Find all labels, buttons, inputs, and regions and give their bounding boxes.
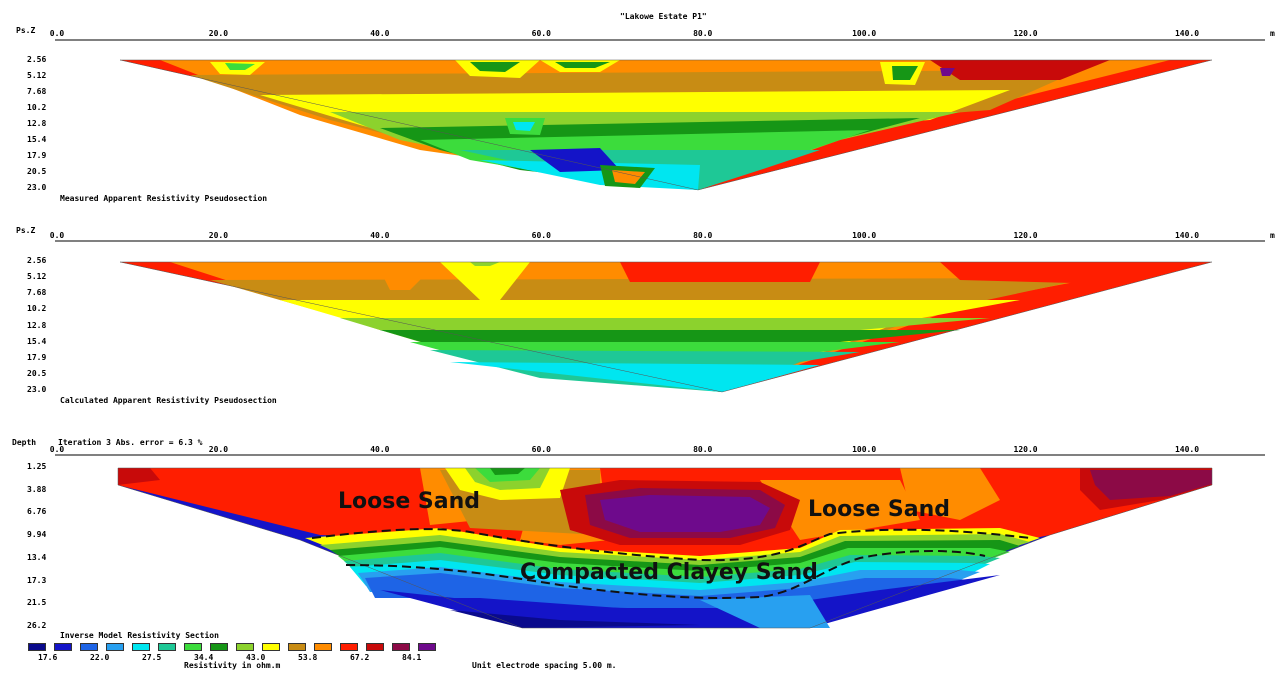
x-tick-label: 120.0 — [1013, 29, 1038, 38]
legend-swatch — [392, 643, 410, 651]
legend-swatch — [288, 643, 306, 651]
annotation-loose-sand-left: Loose Sand — [338, 489, 481, 514]
y-tick-label: 17.9 — [27, 151, 47, 160]
x-tick-label: 80.0 — [693, 231, 713, 240]
y-tick-label: 23.0 — [27, 183, 47, 192]
legend-swatch — [366, 643, 384, 651]
y-tick-label: 2.56 — [27, 256, 47, 265]
panel2-x-unit: m — [1270, 231, 1275, 240]
panel3-y-label: Depth — [12, 438, 37, 447]
legend-swatch — [106, 643, 124, 651]
y-tick-label: 17.9 — [27, 352, 47, 362]
y-tick-label: 26.2 — [27, 621, 47, 630]
x-tick-label: 100.0 — [852, 29, 877, 38]
legend-swatch — [28, 643, 46, 651]
x-tick-label: 60.0 — [531, 231, 551, 240]
panel1-y-label: Ps.Z — [16, 26, 36, 35]
panel1-caption: Measured Apparent Resistivity Pseudosect… — [60, 194, 268, 203]
y-tick-label: 13.4 — [27, 552, 47, 562]
legend-swatch — [314, 643, 332, 651]
x-tick-label: 0.0 — [49, 231, 65, 240]
legend-swatch — [262, 643, 280, 651]
x-tick-label: 20.0 — [208, 445, 229, 454]
x-tick-label: 120.0 — [1013, 231, 1038, 240]
legend-value: 27.5 — [142, 653, 162, 662]
legend-swatch — [80, 643, 98, 651]
footer-electrode-spacing: Unit electrode spacing 5.00 m. — [472, 661, 617, 670]
y-tick-label: 15.4 — [27, 336, 47, 346]
legend-value: 17.6 — [38, 653, 58, 662]
legend-value: 22.0 — [90, 653, 110, 662]
interpretation-lines — [311, 528, 1031, 599]
y-tick-label: 15.4 — [27, 135, 47, 144]
panel2-contours — [120, 262, 1212, 392]
annotation-loose-sand-right: Loose Sand — [808, 497, 951, 522]
legend-value: 53.8 — [298, 653, 318, 662]
y-tick-label: 2.56 — [27, 55, 47, 64]
y-tick-label: 7.68 — [27, 87, 47, 96]
x-tick-label: 40.0 — [370, 29, 390, 38]
panel3-contours — [118, 468, 1212, 628]
panel1-x-unit: m — [1270, 29, 1275, 38]
x-tick-label: 80.0 — [693, 445, 713, 454]
legend-value: 43.0 — [246, 653, 266, 662]
y-tick-label: 5.12 — [27, 272, 47, 282]
x-tick-label: 140.0 — [1174, 445, 1200, 454]
chart-title: "Lakowe Estate P1" — [620, 12, 707, 21]
x-tick-label: 20.0 — [208, 231, 229, 240]
legend-swatch — [132, 643, 150, 651]
y-tick-label: 20.5 — [27, 167, 47, 176]
x-tick-label: 80.0 — [693, 29, 713, 38]
legend-value: 84.1 — [402, 653, 422, 662]
legend-value: 67.2 — [350, 653, 370, 662]
x-tick-label: 40.0 — [370, 445, 390, 454]
panel3-caption: Inverse Model Resistivity Section — [60, 631, 219, 640]
x-tick-label: 140.0 — [1174, 29, 1200, 38]
y-tick-label: 10.2 — [27, 304, 47, 314]
y-tick-label: 1.25 — [27, 462, 47, 471]
x-tick-label: 60.0 — [531, 445, 551, 454]
legend-swatch — [236, 643, 254, 651]
x-tick-label: 40.0 — [370, 231, 390, 240]
x-tick-label: 20.0 — [208, 29, 229, 38]
panel2-y-label: Ps.Z — [16, 226, 36, 235]
x-tick-label: 100.0 — [852, 231, 877, 240]
y-tick-label: 12.8 — [27, 320, 47, 330]
legend-swatch — [184, 643, 202, 651]
x-tick-label: 120.0 — [1013, 445, 1038, 454]
y-tick-label: 20.5 — [27, 368, 47, 378]
y-tick-label: 12.8 — [27, 119, 47, 128]
legend-swatch — [210, 643, 228, 651]
y-tick-label: 21.5 — [27, 598, 47, 608]
x-tick-label: 100.0 — [852, 445, 877, 454]
y-tick-label: 17.3 — [27, 575, 47, 585]
legend-title: Resistivity in ohm.m — [184, 661, 281, 670]
legend-swatch — [340, 643, 358, 651]
annotation-compacted-clayey-sand: Compacted Clayey Sand — [520, 560, 818, 585]
legend-value: 34.4 — [194, 653, 214, 662]
legend-swatch — [54, 643, 72, 651]
x-tick-label: 0.0 — [49, 445, 65, 454]
x-tick-label: 0.0 — [49, 29, 65, 38]
y-tick-label: 10.2 — [27, 103, 47, 112]
x-tick-label: 60.0 — [531, 29, 551, 38]
y-tick-label: 5.12 — [27, 71, 47, 80]
y-tick-label: 23.0 — [27, 385, 47, 394]
y-tick-label: 3.88 — [27, 484, 47, 494]
y-tick-label: 9.94 — [27, 530, 47, 540]
x-tick-label: 140.0 — [1174, 231, 1200, 240]
panel3-iteration-text: Iteration 3 Abs. error = 6.3 % — [58, 438, 203, 447]
legend-swatch — [158, 643, 176, 651]
panel1-contours — [120, 60, 1212, 190]
panel2-caption: Calculated Apparent Resistivity Pseudose… — [60, 396, 277, 405]
y-tick-label: 7.68 — [27, 288, 47, 298]
y-tick-label: 6.76 — [27, 507, 47, 517]
legend-swatch — [418, 643, 436, 651]
